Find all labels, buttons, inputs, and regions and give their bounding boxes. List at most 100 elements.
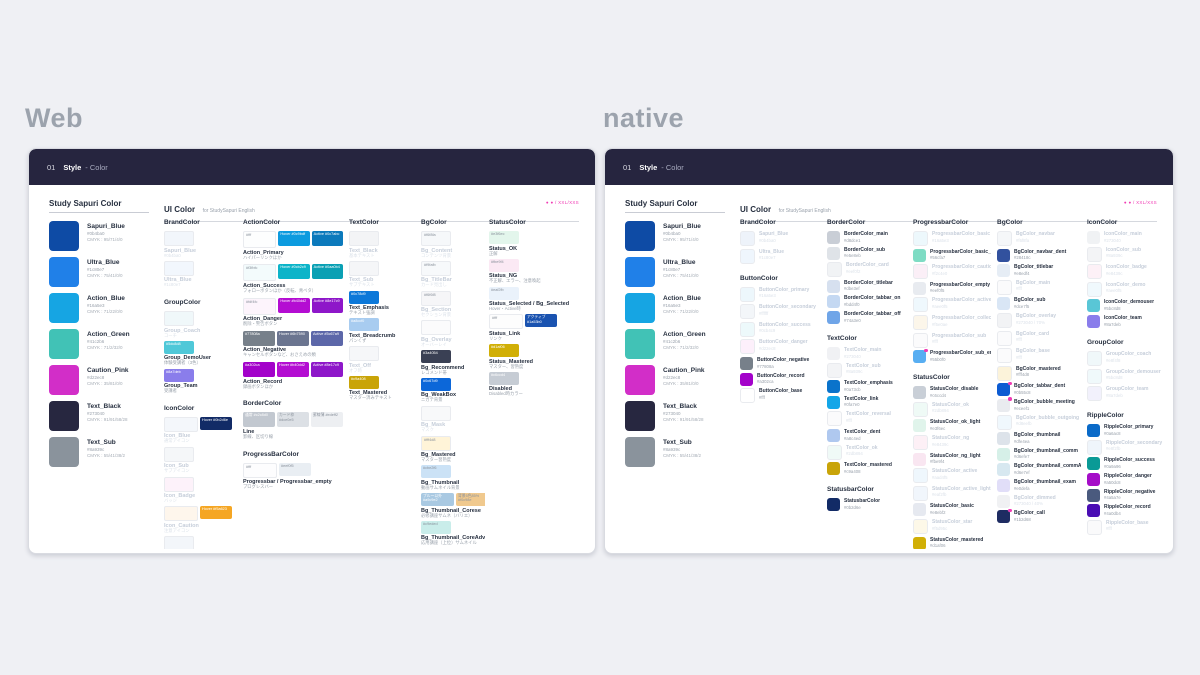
color-swatch: #fdf4fc (243, 297, 277, 315)
color-hex: #e8439c (932, 441, 949, 447)
color-name: Action_Primary (243, 249, 284, 256)
color-group-heading: BgColor (421, 219, 447, 226)
color-hex: #fff (759, 394, 765, 400)
color-cmyk: CMYK : 55/41/38/2 (663, 452, 702, 458)
color-description: 罫線、区切り線 (243, 433, 274, 439)
study-swatch-list: Sapuri_Blue #0b4ba0 CMYK : 95/71/4/0 Ultra_… (49, 221, 149, 467)
color-labels: Text_Black #273040 CMYK : 91/91/58/28 (87, 401, 128, 431)
color-name: Disabled (489, 386, 512, 393)
color-hex: #d8dce1 (844, 237, 861, 243)
color-swatch (997, 447, 1010, 461)
color-item: TextColor_dent #a8c4ed (827, 428, 907, 442)
color-swatch (1087, 488, 1100, 502)
color-cmyk: CMYK : 91/91/58/28 (87, 416, 128, 422)
color-swatch-row: #5dc8d8 (164, 340, 194, 354)
color-description: Disabled時カラー (489, 391, 523, 397)
color-group: ProgressbarColor ProgressbarColor_basic #1… (913, 219, 991, 364)
color-item: BgColor_main #fff (997, 279, 1081, 295)
color-labels: RippleColor_secondary #e8f2fb (1106, 440, 1162, 451)
color-group-heading: BorderColor (827, 219, 866, 226)
color-labels: ProgressbarColor_active #aee0f5 (932, 297, 991, 309)
color-item: RippleColor_secondary #e8f2fb (1087, 439, 1163, 455)
color-swatch: #e3f6ec (489, 231, 519, 244)
color-labels: StatusColor_active_light #eaf2fb (932, 485, 991, 497)
color-hex: #d22ec8 (759, 345, 776, 351)
color-name: ButtonColor_primary (759, 286, 810, 293)
color-name: Progressbar / Progressbar_empty (243, 479, 332, 486)
color-cmyk: CMYK : 95/71/4/0 (87, 236, 123, 242)
color-hex: #16a5e3 (932, 237, 949, 243)
color-labels: BgColor_card #fff (1016, 331, 1049, 342)
color-group-heading: StatusColor (489, 219, 526, 226)
color-swatch: #a8ccf0 (349, 318, 379, 332)
color-swatch (740, 356, 753, 370)
color-item: Bg_Overlay オーバーレイ (421, 320, 485, 347)
color-name: BgColor_base (1016, 348, 1050, 355)
color-hex: #1c80e7 (87, 267, 105, 272)
color-hex: #eef0f5 (930, 288, 945, 294)
color-swatch-row (421, 320, 451, 336)
color-name: Bg_Mask (421, 422, 446, 429)
color-swatch (1087, 368, 1102, 384)
color-swatch (740, 388, 755, 404)
color-item: IconColor_sub #8a939c (1087, 246, 1163, 262)
color-swatch-row: #0c78d9 (349, 290, 379, 304)
color-cmyk: CMYK : 71/2/32/0 (663, 344, 699, 350)
color-labels: IconColor_badge #e8439c (1106, 264, 1147, 276)
color-description: サブテキスト (349, 282, 375, 288)
color-swatch (1087, 264, 1102, 280)
color-hex: #8a939c (846, 369, 863, 375)
ui-color-annotation: ● ● / XXL/XXS (1123, 200, 1157, 205)
color-item: #eaf2fb Status_Selected / Bg_Selected Hove… (489, 286, 581, 312)
color-item: RippleColor_base #fff (1087, 519, 1163, 535)
color-hex: #273040 (663, 411, 681, 416)
color-name: RippleColor_success (1104, 457, 1155, 464)
color-labels: StatusColor_disable #c6ccd4 (930, 386, 978, 398)
color-item: TextColor_reversal #fff (827, 411, 907, 427)
color-item: Icon_Badge バッジ (164, 476, 238, 504)
color-name: ButtonColor_record (757, 372, 805, 379)
color-swatch (913, 332, 928, 348)
color-hex: #273040 / 40% (1014, 501, 1043, 507)
color-swatch (164, 311, 194, 327)
color-swatch-row: #d1af06 (489, 344, 519, 358)
study-color-item: Caution_Pink #d22ec8 CMYK : 35/81/0/0 (49, 365, 149, 395)
color-hex: #273040 (1104, 237, 1121, 243)
color-labels: ProgressbarColor_sub #fff (932, 333, 986, 344)
color-hex: #16a5e3 (759, 293, 776, 299)
color-group-heading: ProgressBarColor (243, 450, 299, 458)
color-swatch (913, 434, 928, 450)
color-hex: #aee0f5 (932, 303, 948, 309)
color-labels: BgColor_bubble_meeting #eceef1 (1014, 399, 1075, 410)
color-swatch (164, 416, 198, 432)
color-description: プログレスバー (243, 484, 274, 490)
color-hex: #77808a (757, 363, 774, 369)
color-group: BgColor BgColor_navbar #f6f8fa BgColor_navb… (997, 219, 1081, 524)
color-item: ProgressbarColor_collection#f5e0ae (913, 314, 991, 330)
color-name: StatusColor_active_light (932, 485, 991, 492)
color-hex: #0a6ac8 (1104, 430, 1121, 436)
color-swatch (1087, 350, 1102, 366)
color-hex: #8a7deb (1104, 321, 1121, 327)
color-swatch (49, 437, 79, 467)
color-swatch: #f3fbfc (243, 264, 277, 282)
color-group: RippleColor RippleColor_primary #0a6ac8 Rip… (1087, 412, 1163, 535)
color-description: フォローボタンほか（反転、青ベタ） (243, 287, 317, 293)
color-swatch (49, 257, 79, 287)
color-item: BgColor_card #fff (997, 330, 1081, 346)
color-item: TextColor_ok #2db894 (827, 444, 907, 460)
color-hex: #fbe9f4 (930, 459, 945, 465)
color-labels: ButtonColor_primary #16a5e3 (759, 286, 810, 299)
color-swatch (997, 231, 1012, 246)
color-swatch-row: #f3fbfc Hover #0cb2c9 Active #0aa0b4 (243, 264, 343, 282)
color-labels: TextColor_sub #8a939c (846, 363, 881, 375)
color-labels: TextColor_link #0fa7e0 (844, 396, 878, 407)
color-swatch (625, 329, 655, 359)
color-name: BgColor_tabbar_dent (1014, 383, 1066, 390)
color-swatch: #8a7deb (164, 368, 194, 382)
color-group-heading: ActionColor (243, 219, 281, 226)
color-labels: StatusColor_ok #2db894 (932, 402, 969, 413)
color-name: TextColor_mastered (844, 462, 892, 469)
color-swatch (827, 411, 842, 427)
color-labels: TextColor_ok #2db894 (846, 445, 878, 456)
